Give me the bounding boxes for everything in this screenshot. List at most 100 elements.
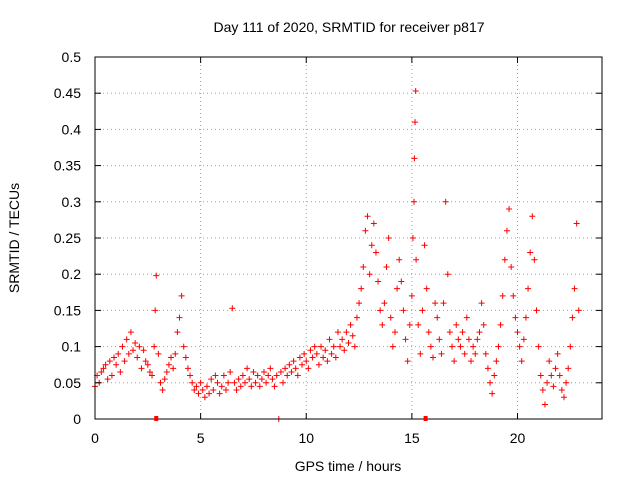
y-tick-label: 0.4 (62, 121, 82, 137)
data-point (152, 307, 159, 314)
data-point (239, 372, 246, 379)
data-point (406, 321, 413, 328)
data-point (404, 358, 411, 365)
data-point (421, 242, 428, 249)
data-point (193, 383, 200, 390)
data-point (567, 343, 574, 350)
data-point (322, 347, 329, 354)
data-point (442, 198, 449, 205)
data-point (571, 285, 578, 292)
data-point (412, 88, 419, 95)
data-point (398, 278, 405, 285)
data-point (387, 314, 394, 321)
data-point (472, 350, 479, 357)
data-point (98, 368, 105, 375)
data-point (227, 368, 234, 375)
data-point (214, 379, 221, 386)
data-point (301, 350, 308, 357)
data-point (146, 368, 153, 375)
data-point (113, 361, 120, 368)
data-point (409, 235, 416, 241)
data-point (478, 300, 485, 307)
data-point (254, 372, 261, 379)
data-point (520, 336, 527, 343)
data-point (510, 292, 517, 299)
data-point (246, 376, 253, 383)
data-point (203, 383, 210, 390)
data-point (320, 354, 327, 361)
data-point (529, 213, 536, 220)
data-point (432, 300, 439, 307)
data-point (476, 329, 483, 336)
data-point (138, 365, 145, 372)
data-point (465, 336, 472, 343)
y-tick-label: 0.45 (54, 85, 81, 101)
data-point (294, 372, 301, 379)
data-point (548, 372, 555, 379)
data-point (537, 372, 544, 379)
data-point (271, 383, 278, 390)
data-point (248, 383, 255, 390)
data-point (153, 272, 160, 279)
data-point (292, 365, 299, 372)
data-point (449, 343, 456, 350)
data-point (157, 379, 164, 386)
data-point (123, 336, 130, 343)
data-point (244, 365, 251, 372)
data-point (195, 390, 202, 397)
data-point (341, 347, 348, 354)
data-point (377, 307, 384, 314)
data-point (550, 383, 557, 390)
data-point (102, 361, 109, 368)
data-point (142, 358, 149, 365)
data-point (231, 379, 238, 386)
data-point (161, 376, 168, 383)
data-point (168, 354, 175, 361)
data-point (349, 332, 356, 339)
data-point (353, 314, 360, 321)
data-point (290, 358, 297, 365)
data-point (132, 339, 139, 346)
data-point (480, 321, 487, 328)
data-point (569, 314, 576, 321)
data-point (440, 300, 447, 307)
data-point (531, 256, 538, 263)
data-point (410, 198, 417, 205)
x-axis-ticks: 0 5 10 15 20 (91, 57, 525, 446)
data-point (522, 314, 529, 321)
data-point (351, 343, 358, 350)
data-point (111, 354, 118, 361)
data-point (533, 307, 540, 314)
data-point (172, 350, 179, 357)
data-point (155, 350, 162, 357)
data-point (370, 220, 377, 227)
data-point (411, 155, 418, 162)
data-point (558, 387, 565, 394)
data-point (125, 350, 132, 357)
data-point (413, 256, 420, 263)
data-point (149, 372, 156, 379)
data-point (402, 336, 409, 343)
data-point (104, 376, 111, 383)
data-point (381, 300, 388, 307)
data-point (470, 343, 477, 350)
data-point (495, 343, 502, 350)
data-point (277, 368, 284, 375)
data-point (375, 278, 382, 285)
data-point (151, 343, 158, 350)
data-point (459, 329, 466, 336)
data-point (233, 387, 240, 394)
y-tick-label: 0.35 (54, 158, 81, 174)
data-point (189, 379, 196, 386)
data-point (241, 379, 248, 386)
data-point (360, 263, 367, 270)
data-point (250, 368, 257, 375)
data-point (258, 376, 265, 383)
data-point (556, 372, 563, 379)
data-point (444, 271, 451, 278)
data-point (446, 329, 453, 336)
data-point (554, 350, 561, 357)
data-point (541, 401, 548, 408)
data-point (372, 249, 379, 256)
